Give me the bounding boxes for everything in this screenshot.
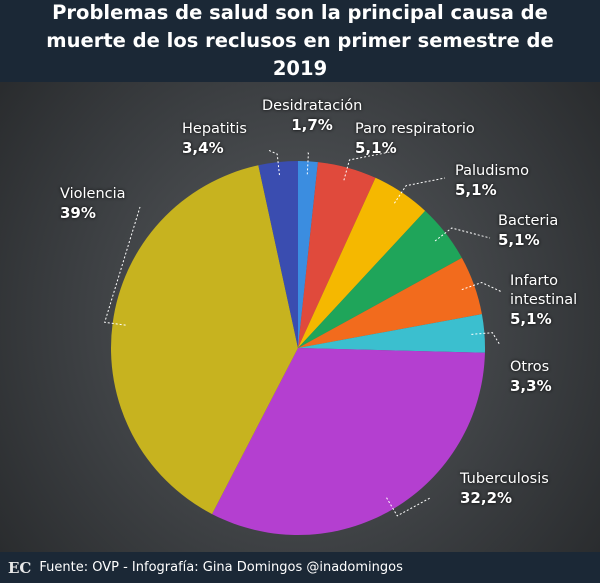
pie-slice: [110, 165, 298, 515]
slice-label: Paro respiratorio 5,1%: [355, 120, 480, 158]
category-label: Violencia: [60, 186, 126, 202]
value-label: 5,1%: [455, 181, 497, 199]
leader-line: [306, 151, 309, 175]
pie-slice: [298, 314, 485, 353]
category-label: Bacteria: [498, 213, 559, 229]
pie-slice: [298, 177, 426, 348]
pie-slice: [212, 348, 485, 535]
leader-line: [393, 177, 446, 204]
pie-slice: [298, 161, 318, 348]
pie-slice: [298, 162, 376, 348]
leader-line: [471, 332, 501, 346]
category-label: Paro respiratorio: [355, 121, 475, 137]
leader-line: [434, 227, 491, 242]
category-label: Hepatitis: [182, 121, 247, 137]
slice-label: Otros 3,3%: [510, 358, 570, 396]
value-label: 5,1%: [510, 310, 552, 328]
slice-label: Violencia 39%: [60, 185, 150, 223]
leader-line: [267, 149, 280, 176]
pie-slice: [298, 210, 462, 348]
chart-title: Problemas de salud son la principal caus…: [46, 1, 554, 80]
value-label: 39%: [60, 204, 96, 222]
value-label: 32,2%: [460, 489, 513, 507]
slice-label: Infarto intestinal 5,1%: [510, 272, 590, 329]
slice-label: Desidratación 1,7%: [262, 97, 362, 135]
header: Problemas de salud son la principal caus…: [0, 0, 600, 82]
slice-label: Tuberculosis 32,2%: [460, 470, 560, 508]
leader-line: [343, 151, 391, 181]
value-label: 3,4%: [182, 139, 224, 157]
slice-label: Paludismo 5,1%: [455, 162, 545, 200]
slice-label: Bacteria 5,1%: [498, 212, 578, 250]
category-label: Paludismo: [455, 163, 529, 179]
category-label: Infarto intestinal: [510, 273, 578, 308]
footer: EC Fuente: OVP - Infografía: Gina Doming…: [0, 552, 600, 583]
value-label: 5,1%: [498, 231, 540, 249]
category-label: Tuberculosis: [460, 471, 549, 487]
leader-line: [386, 497, 431, 517]
slice-label: Hepatitis 3,4%: [182, 120, 262, 158]
category-label: Otros: [510, 359, 550, 375]
value-label: 1,7%: [291, 116, 333, 134]
pie-slice: [258, 161, 298, 348]
pie-slice: [298, 257, 482, 348]
value-label: 3,3%: [510, 377, 552, 395]
leader-line: [461, 281, 503, 293]
source: Fuente: OVP - Infografía: Gina Domingos …: [39, 560, 403, 575]
value-label: 5,1%: [355, 139, 397, 157]
logo: EC: [8, 558, 32, 577]
leader-line: [104, 206, 141, 326]
category-label: Desidratación: [262, 98, 363, 114]
